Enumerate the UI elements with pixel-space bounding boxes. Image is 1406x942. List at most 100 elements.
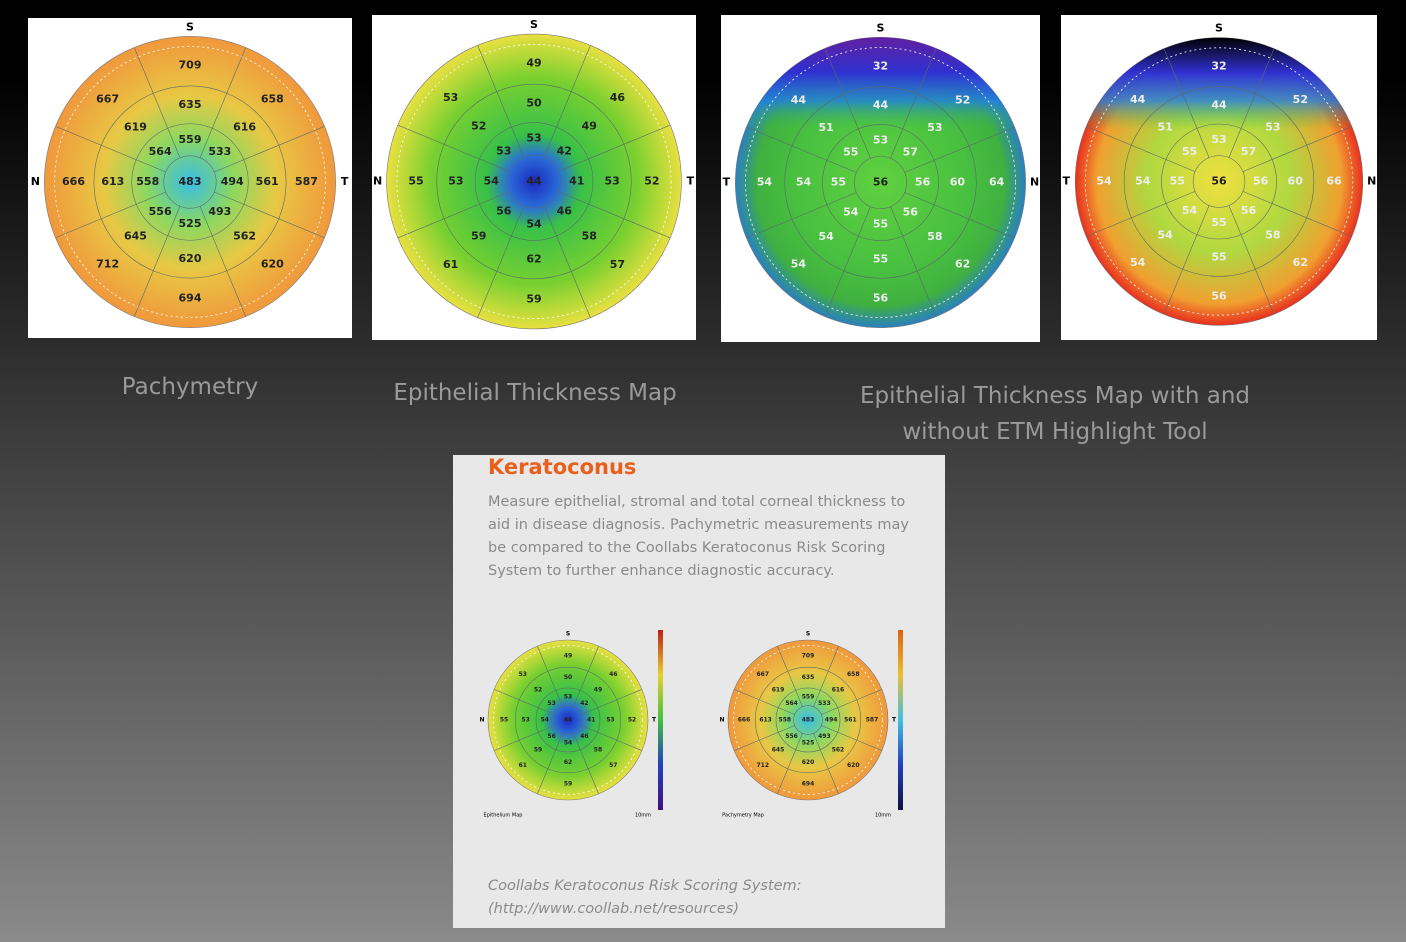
sector-value: 32 [873, 59, 888, 72]
center-value: 56 [873, 176, 889, 189]
sector-value: 52 [955, 93, 970, 106]
ring [1192, 155, 1246, 208]
orientation: T [341, 175, 349, 188]
sector-value: 46 [610, 91, 626, 104]
sector-value: 51 [1157, 121, 1172, 134]
center-value: 483 [179, 175, 202, 188]
sector-value: 712 [96, 257, 119, 270]
sector-line [890, 48, 937, 159]
ring [1123, 86, 1315, 277]
sector-value: 61 [443, 258, 458, 271]
sector-line [821, 725, 883, 751]
color-scale [898, 630, 903, 810]
sector-value: 54 [796, 176, 812, 189]
sector-value: 525 [179, 217, 202, 230]
sector-line [904, 192, 1015, 239]
sector-value: 658 [261, 93, 284, 106]
ring [854, 156, 907, 209]
sector-value: 54 [818, 230, 834, 243]
dotted-ring [54, 46, 326, 318]
orientation: T [892, 717, 897, 724]
cornea [386, 33, 682, 330]
sector-line [733, 725, 795, 751]
sector-line [777, 645, 803, 707]
sector-line [821, 689, 883, 715]
sector-value: 558 [136, 175, 159, 188]
ring [775, 687, 841, 753]
orientation: S [806, 631, 810, 638]
sector-value: 55 [500, 717, 508, 724]
sector-value: 667 [756, 671, 769, 678]
sector-value: 493 [818, 733, 831, 740]
scale-label: 10mm [875, 813, 891, 819]
center-value: 56 [1211, 175, 1227, 188]
sector-line [777, 733, 803, 795]
sector-value: 52 [471, 119, 486, 132]
sector-value: 56 [873, 292, 889, 305]
center-value: 44 [526, 175, 542, 188]
pachymetry-map: 483 559 533 494 493 525 556 558 564 635 616 561 562 6… [28, 18, 352, 338]
sector-line [1242, 191, 1352, 237]
ring [553, 705, 583, 735]
sector-value: 558 [779, 717, 792, 724]
orientation: N [1030, 176, 1039, 189]
sector-value: 616 [233, 120, 256, 133]
color-scale [658, 630, 663, 810]
sector-line [558, 191, 671, 239]
sector-value: 561 [256, 175, 279, 188]
ring [436, 83, 632, 280]
sector-value: 59 [526, 292, 541, 305]
sector-line [397, 191, 510, 239]
sector-line [824, 48, 871, 159]
caption: Epithelial Thickness Map with and withou… [859, 383, 1251, 445]
sector-value: 52 [534, 687, 542, 694]
orientation: S [530, 18, 538, 31]
sector-value: 50 [564, 674, 572, 681]
caption: Epithelial Thickness Map [393, 380, 677, 406]
cornea [44, 36, 336, 328]
inset-label: Epithelium Map [484, 813, 523, 819]
sector-value: 66 [1326, 175, 1342, 188]
orientation: T [687, 175, 695, 188]
sector-value: 54 [1135, 175, 1151, 188]
orientation: T [652, 717, 657, 724]
sector-value: 694 [802, 781, 815, 788]
sector-value: 61 [519, 762, 527, 769]
sector-value: 53 [496, 144, 511, 157]
sector-value: 619 [124, 120, 147, 133]
sector-value: 658 [847, 671, 860, 678]
sector-line [558, 124, 671, 172]
sector-value: 59 [564, 781, 572, 788]
sector-value: 53 [519, 671, 527, 678]
sector-line [1228, 205, 1275, 315]
sector-line [824, 206, 871, 317]
sector-value: 49 [564, 653, 572, 660]
sector-value: 41 [587, 717, 595, 724]
sector-value: 56 [1241, 204, 1257, 217]
sector-line [890, 206, 937, 317]
sector-value: 41 [569, 175, 584, 188]
overlay [1075, 37, 1363, 326]
sector-line [397, 124, 510, 172]
sector-value: 54 [564, 740, 572, 747]
etm-map: 56 53 57 56 56 55 54 55 55 44 53 60 58 55 54 54 51 32 52 64… [721, 15, 1040, 342]
sector-value: 59 [534, 746, 542, 753]
sector-value: 709 [802, 653, 815, 660]
orientation: S [1215, 22, 1223, 35]
sector-value: 55 [843, 146, 858, 159]
sector-value: 667 [96, 93, 119, 106]
sector-value: 44 [1211, 98, 1227, 111]
sector-value: 562 [233, 230, 256, 243]
sector-line [214, 191, 325, 238]
sector-value: 56 [547, 733, 555, 740]
sector-value: 635 [179, 98, 202, 111]
sector-value: 55 [873, 218, 888, 231]
etm-highlight-map: 56 53 57 56 56 55 54 55 55 44 53 60 58 55 54 54 51 32 52 66… [1061, 15, 1377, 340]
sector-value: 54 [526, 217, 542, 230]
dotted-ring [745, 47, 1016, 318]
sector-value: 42 [580, 700, 588, 707]
sector-line [493, 689, 555, 715]
sector-value: 564 [785, 700, 798, 707]
sector-value: 694 [179, 291, 202, 304]
